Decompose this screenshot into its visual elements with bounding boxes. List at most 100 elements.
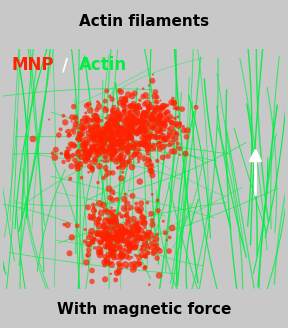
Point (123, 192, 128, 197)
Point (108, 126, 112, 131)
Point (126, 126, 130, 132)
Point (145, 232, 149, 237)
Point (117, 228, 121, 234)
Point (151, 245, 156, 250)
Point (157, 121, 162, 126)
Point (113, 232, 117, 237)
Point (127, 128, 132, 133)
Point (161, 106, 166, 111)
Point (112, 191, 116, 196)
Point (127, 133, 132, 138)
Point (143, 137, 147, 142)
Point (109, 271, 113, 277)
Point (148, 237, 152, 242)
Point (111, 124, 116, 130)
Point (137, 102, 141, 108)
Point (108, 135, 113, 140)
Point (119, 253, 124, 258)
Point (100, 146, 105, 151)
Point (103, 245, 108, 251)
Point (158, 98, 163, 103)
Point (122, 229, 126, 234)
Point (82, 148, 86, 153)
Point (156, 128, 161, 133)
Point (92, 236, 97, 241)
Point (103, 258, 108, 264)
Point (103, 129, 108, 134)
Point (107, 219, 111, 224)
Point (147, 157, 151, 163)
Point (158, 107, 163, 113)
Point (129, 155, 134, 160)
Point (155, 99, 160, 105)
Point (73, 143, 77, 149)
Point (157, 273, 161, 278)
Point (111, 152, 116, 157)
Point (89, 136, 93, 142)
Point (130, 137, 134, 142)
Point (127, 256, 131, 261)
Point (143, 143, 148, 148)
Point (132, 109, 136, 114)
Point (120, 231, 125, 236)
Point (92, 150, 96, 155)
Point (122, 121, 127, 127)
Point (92, 135, 97, 140)
Point (143, 254, 148, 259)
Point (111, 143, 115, 148)
Point (145, 100, 149, 106)
Point (142, 220, 147, 225)
Point (115, 111, 120, 116)
Point (141, 94, 145, 99)
Point (125, 128, 129, 133)
Point (108, 242, 113, 247)
Point (121, 101, 125, 106)
Point (91, 131, 96, 136)
Point (127, 253, 131, 258)
Point (157, 140, 162, 145)
Point (150, 116, 154, 122)
Point (86, 152, 90, 157)
Point (109, 141, 114, 146)
Point (114, 129, 118, 134)
Text: /: / (62, 56, 68, 74)
Point (118, 224, 123, 229)
Point (109, 130, 113, 135)
Point (81, 123, 85, 128)
Point (135, 221, 139, 226)
Point (129, 245, 133, 250)
Point (117, 262, 122, 267)
Point (132, 122, 137, 128)
Point (135, 118, 140, 123)
Point (141, 254, 145, 259)
Point (115, 142, 120, 147)
Point (109, 133, 114, 139)
Point (129, 122, 134, 127)
Point (137, 255, 141, 260)
Point (87, 152, 91, 157)
Point (113, 147, 118, 152)
Point (133, 141, 138, 147)
Point (98, 234, 103, 239)
Point (145, 147, 150, 152)
Point (108, 223, 112, 228)
Point (94, 142, 99, 148)
Point (114, 159, 119, 164)
Point (93, 117, 98, 122)
Point (86, 247, 91, 253)
Point (92, 143, 97, 148)
Point (163, 143, 167, 149)
Point (119, 256, 124, 261)
Point (86, 101, 91, 107)
Point (107, 147, 111, 152)
Point (103, 254, 107, 259)
Point (134, 140, 139, 145)
Point (161, 121, 166, 127)
Point (141, 119, 145, 125)
Point (91, 202, 96, 208)
Point (112, 208, 117, 213)
Point (101, 224, 106, 229)
Point (141, 140, 145, 145)
Point (85, 253, 90, 258)
Point (111, 144, 115, 149)
